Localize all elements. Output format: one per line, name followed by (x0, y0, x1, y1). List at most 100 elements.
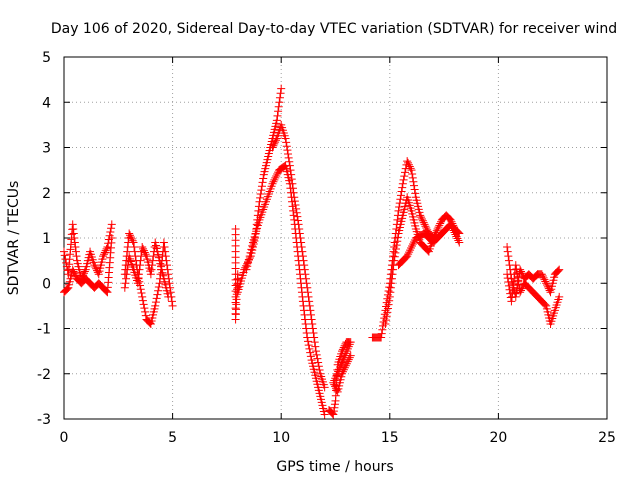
data-point-fill (541, 300, 550, 309)
data-point (107, 220, 116, 229)
data-point-fill (283, 146, 292, 155)
data-point-fill (388, 270, 397, 279)
data-point-fill (71, 243, 80, 252)
data-point-fill (273, 111, 282, 120)
data-point (398, 179, 407, 188)
data-point-fill (148, 261, 157, 270)
data-point-fill (147, 265, 156, 274)
data-point-fill (504, 256, 513, 265)
data-point-fill (259, 174, 268, 183)
data-point (329, 410, 338, 419)
data-point (138, 243, 147, 252)
data-point-fill (387, 279, 396, 288)
data-point (146, 270, 155, 279)
data-point-fill (302, 329, 311, 338)
data-point (503, 270, 512, 279)
data-point-fill (538, 272, 547, 281)
data-point-fill (401, 254, 410, 263)
data-point (307, 315, 316, 324)
data-point-fill (389, 265, 398, 274)
data-point (303, 283, 312, 292)
data-point-fill (306, 310, 315, 319)
data-point-fill (338, 367, 347, 376)
data-point-fill (305, 297, 314, 306)
data-point-fill (160, 243, 169, 252)
data-point-fill (406, 246, 415, 255)
data-point-fill (289, 188, 298, 197)
data-point-fill (137, 289, 146, 298)
data-point-fill (70, 234, 79, 242)
data-point-fill (384, 300, 393, 309)
data-point-fill (271, 138, 280, 147)
data-point-fill (504, 281, 513, 290)
data-point-fill (304, 341, 313, 350)
data-point (338, 369, 347, 378)
data-point-fill (166, 288, 175, 297)
data-point-fill (274, 102, 283, 111)
data-point-fill (271, 136, 280, 145)
data-point (403, 252, 412, 261)
data-point (290, 193, 299, 202)
data-point-fill (422, 224, 431, 233)
x-tick-label: 0 (60, 430, 69, 446)
data-point-fill (396, 191, 405, 200)
data-point-fill (136, 256, 145, 265)
data-point (346, 351, 355, 360)
data-point-fill (305, 301, 314, 310)
data-point-fill (291, 201, 300, 210)
data-point-fill (396, 195, 405, 204)
data-point-fill (71, 247, 80, 256)
data-point (511, 261, 520, 270)
data-point-fill (386, 288, 395, 297)
data-point-fill (509, 283, 518, 292)
data-point-fill (297, 243, 306, 252)
data-point (555, 265, 564, 274)
data-point-fill (339, 365, 348, 374)
data-point (164, 292, 173, 301)
data-point (377, 333, 386, 342)
data-point-fill (395, 202, 404, 211)
data-point-fill (161, 252, 170, 261)
data-point-fill (504, 252, 513, 261)
data-point-fill (247, 245, 256, 254)
data-point-fill (341, 361, 350, 370)
data-point-fill (293, 212, 302, 221)
y-tick-label: -1 (37, 322, 51, 338)
data-point-fill (138, 296, 147, 305)
y-tick-label: 3 (42, 141, 51, 157)
data-point-fill (62, 285, 71, 294)
data-point-fill (342, 359, 351, 368)
data-point-fill (93, 268, 102, 277)
data-point-fill (407, 244, 416, 253)
x-tick-label: 25 (598, 430, 616, 446)
data-point (107, 234, 116, 242)
data-point-fill (311, 342, 320, 351)
data-point-fill (140, 304, 149, 313)
data-point-fill (256, 193, 265, 202)
data-point-fill (244, 258, 253, 267)
data-point-fill (329, 407, 338, 416)
data-point (68, 265, 77, 274)
data-point-fill (136, 261, 145, 270)
data-point-fill (385, 283, 394, 292)
data-point-fill (305, 344, 314, 353)
data-point-fill (288, 184, 297, 193)
data-point-fill (244, 255, 253, 264)
data-point-fill (149, 252, 158, 261)
data-point (60, 247, 68, 256)
y-axis: -3 -2 -1 0 1 2 3 4 5 (37, 50, 607, 428)
data-point-fill (397, 187, 406, 196)
y-tick-label: 5 (42, 50, 51, 66)
data-point-fill (141, 307, 150, 316)
data-point-fill (386, 283, 395, 292)
data-point-fill (274, 107, 283, 116)
data-point-fill (282, 142, 291, 151)
data-point (320, 383, 329, 392)
data-point-fill (391, 248, 400, 257)
data-point-fill (330, 380, 339, 389)
data-point-fill (257, 186, 266, 195)
data-point-fill (404, 160, 413, 169)
data-point-fill (510, 274, 519, 283)
data-point-fill (382, 312, 391, 321)
data-point-fill (296, 234, 305, 242)
